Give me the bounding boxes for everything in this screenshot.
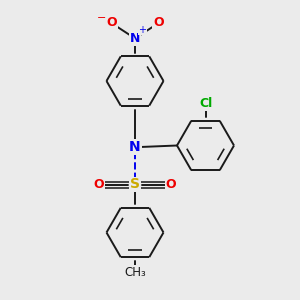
Text: −: − (97, 13, 107, 23)
Text: +: + (139, 25, 146, 35)
Text: N: N (129, 140, 141, 154)
Text: O: O (153, 16, 164, 29)
Text: N: N (130, 32, 140, 45)
Text: O: O (106, 16, 117, 29)
Text: O: O (94, 178, 104, 191)
Text: CH₃: CH₃ (124, 266, 146, 279)
Text: Cl: Cl (199, 97, 212, 110)
Text: O: O (166, 178, 176, 191)
Text: S: S (130, 178, 140, 191)
